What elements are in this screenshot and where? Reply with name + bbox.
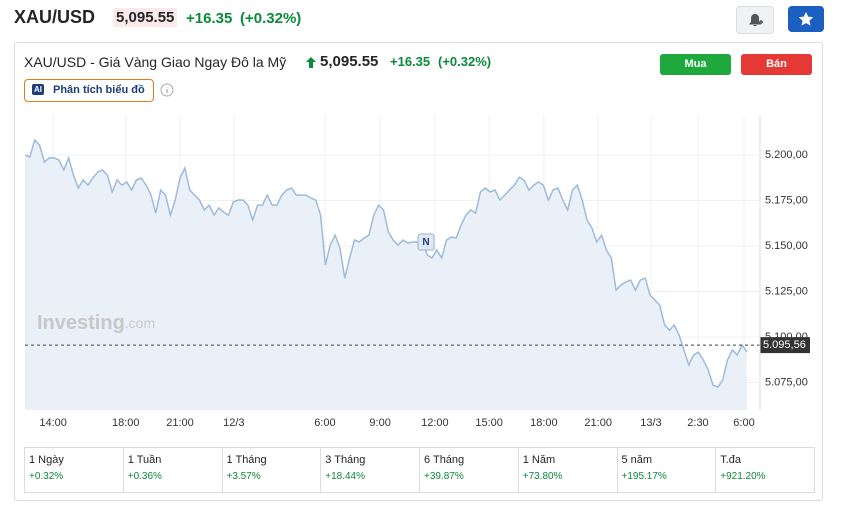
period-change: +0.32% [29,471,64,482]
analysis-label: Phân tích biểu đồ [53,84,145,96]
alert-button[interactable] [736,6,774,34]
ai-badge: AI [32,84,44,95]
period-change: +73.80% [522,471,563,482]
period-label: 1 Ngày [29,454,64,466]
watermark-brand: Investing [37,312,125,334]
watermark: Investing.com [37,312,155,334]
y-tick-label: 5.175,00 [765,194,808,206]
x-tick-label: 18:00 [112,417,140,429]
x-tick-label: 6:00 [314,417,335,429]
period-label: 6 Tháng [424,454,465,466]
info-icon[interactable] [160,83,174,97]
period-label: T.đa [720,454,742,466]
analysis-button[interactable]: AI Phân tích biểu đồ [24,79,154,102]
change-pct: (+0.32%) [240,10,302,27]
watchlist-button[interactable] [788,6,824,32]
chart-panel [14,42,823,501]
x-tick-label: 6:00 [733,417,754,429]
period-label: 1 Tuần [127,454,162,466]
watermark-domain: .com [125,315,155,331]
period-change: +0.36% [127,471,162,482]
news-marker: N [417,233,435,251]
period-label: 3 Tháng [325,454,366,466]
period-cell[interactable]: 1 Năm +73.80% [517,448,617,492]
symbol: XAU/USD [14,7,96,27]
y-tick-label: 5.075,00 [765,376,808,388]
bell-icon [749,14,763,26]
period-label: 5 năm [621,454,653,466]
x-tick-label: 9:00 [369,417,390,429]
period-label: 1 Tháng [226,454,267,466]
x-tick-label: 21:00 [584,417,612,429]
price: 5,095.55 [113,8,178,27]
x-tick-label: 12:00 [421,417,449,429]
period-cell[interactable]: T.đa +921.20% [715,448,814,492]
period-change: +18.44% [325,471,366,482]
period-label: 1 Năm [522,454,556,466]
period-cell[interactable]: 1 Tháng +3.57% [221,448,321,492]
x-tick-label: 18:00 [530,417,558,429]
period-change: +195.17% [621,471,667,482]
period-change: +3.57% [226,471,261,482]
chart: 5.075,005.100,005.125,005.150,005.175,00… [24,115,810,429]
x-tick-label: 12/3 [223,417,244,429]
news-marker-box [417,233,435,251]
period-cell[interactable]: 5 năm +195.17% [616,448,716,492]
news-marker-label: N [422,237,429,248]
star-icon [798,12,814,26]
last-price-label: 5.095,56 [763,339,806,351]
period-cell[interactable]: 3 Tháng +18.44% [320,448,419,492]
y-tick-label: 5.125,00 [765,285,808,297]
panel-title: XAU/USD - Giá Vàng Giao Ngay Đô la Mỹ [24,54,287,70]
x-tick-label: 13/3 [640,417,661,429]
last-price-box [760,337,810,354]
change: +16.35 [186,10,233,27]
period-change: +921.20% [720,471,766,482]
panel-price: 5,095.55 [320,53,379,70]
y-tick-label: 5.200,00 [765,149,808,161]
panel-change: +16.35 [390,54,431,69]
sell-button[interactable]: Bán [741,54,812,75]
period-cell[interactable]: 1 Tuần +0.36% [122,448,222,492]
x-tick-label: 21:00 [166,417,194,429]
period-cell[interactable]: 6 Tháng +39.87% [419,448,518,492]
period-change: +39.87% [424,471,464,482]
period-cell[interactable]: 1 Ngày +0.32% [25,448,123,492]
x-tick-label: 15:00 [475,417,503,429]
y-tick-label: 5.150,00 [765,240,808,252]
period-table: 1 Ngày +0.32% 1 Tuần +0.36% 1 Tháng +3.57% 3 T… [24,447,815,493]
x-tick-label: 14:00 [39,417,67,429]
up-arrow [306,57,316,68]
line [24,138,748,389]
buy-button[interactable]: Mua [660,54,731,75]
area [25,140,747,410]
x-tick-label: 2:30 [687,417,708,429]
panel-change-pct: (+0.32%) [438,54,492,69]
